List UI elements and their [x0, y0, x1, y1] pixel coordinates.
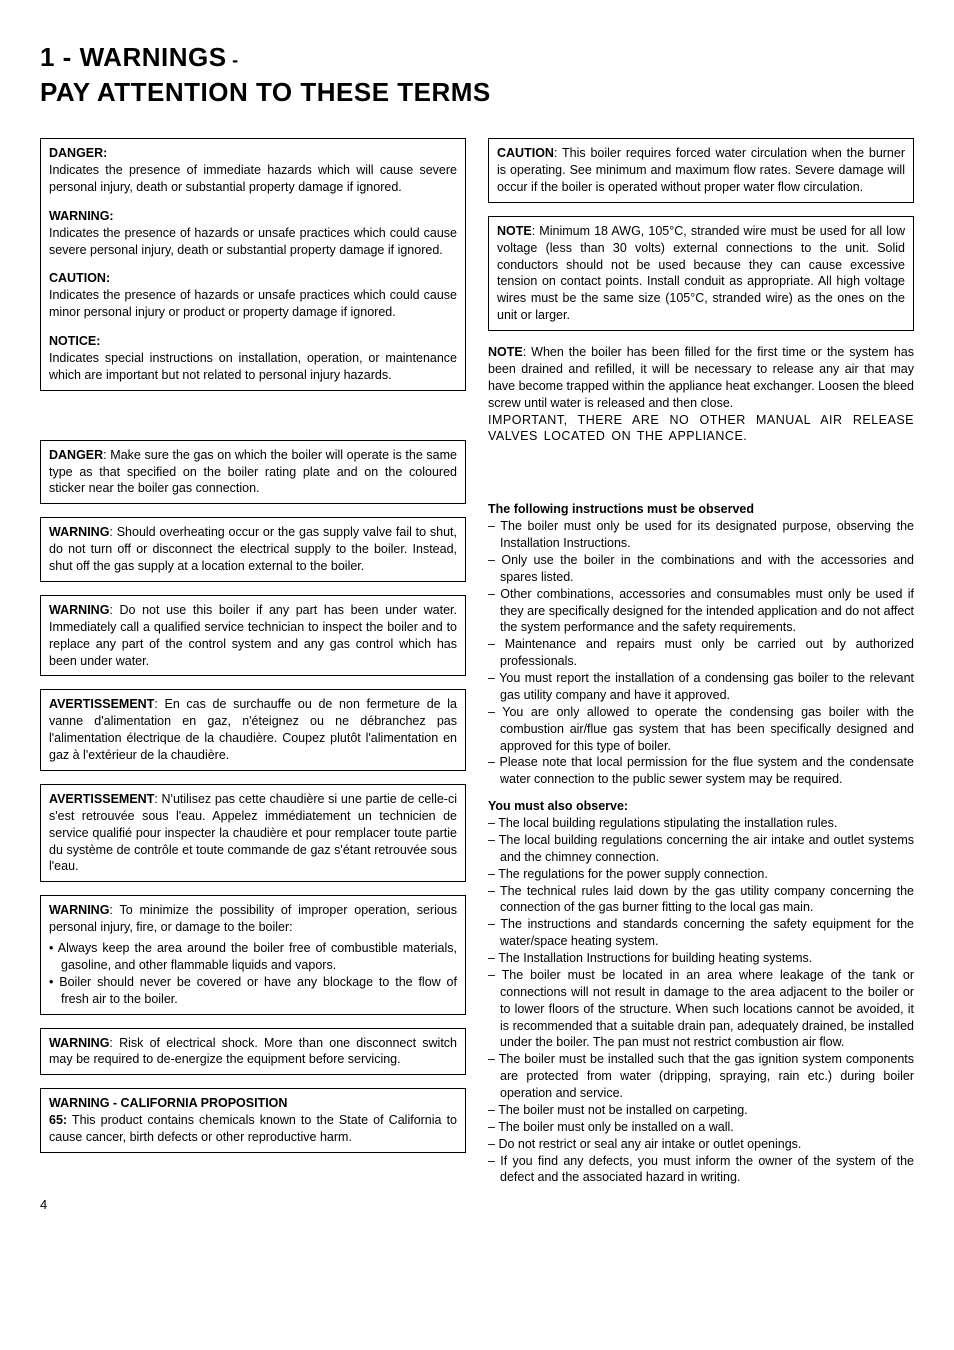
list-item: The instructions and standards concernin…	[488, 916, 914, 950]
title-line1: 1 - WARNINGS	[40, 42, 227, 72]
def-label: DANGER:	[49, 145, 457, 162]
note-box: NOTE: Minimum 18 AWG, 105°C, stranded wi…	[488, 216, 914, 331]
list-item: The boiler must only be installed on a w…	[488, 1119, 914, 1136]
list-item: The technical rules laid down by the gas…	[488, 883, 914, 917]
def-label: NOTICE:	[49, 333, 457, 350]
def-label: WARNING:	[49, 208, 457, 225]
observe-heading: The following instructions must be obser…	[488, 501, 914, 518]
warning-list-box: WARNING: To minimize the possibility of …	[40, 895, 466, 1014]
list-item: If you find any defects, you must inform…	[488, 1153, 914, 1187]
warning-box: WARNING: Risk of electrical shock. More …	[40, 1028, 466, 1076]
list-item: The boiler must be located in an area wh…	[488, 967, 914, 1051]
def-text: Indicates special instructions on instal…	[49, 351, 457, 382]
list-item: You are only allowed to operate the cond…	[488, 704, 914, 755]
list-item: Maintenance and repairs must only be car…	[488, 636, 914, 670]
left-column: DANGER:Indicates the presence of immedia…	[40, 138, 466, 1186]
danger-box: DANGER: Make sure the gas on which the b…	[40, 440, 466, 505]
title-dash: -	[227, 50, 239, 70]
caution-box: CAUTION: This boiler requires forced wat…	[488, 138, 914, 203]
also-observe-heading: You must also observe:	[488, 798, 914, 815]
def-text: Indicates the presence of hazards or uns…	[49, 226, 457, 257]
note-block: NOTE: When the boiler has been filled fo…	[488, 344, 914, 445]
observe-list: The boiler must only be used for its des…	[488, 518, 914, 788]
prop65-box: WARNING - CALIFORNIA PROPOSITION 65: Thi…	[40, 1088, 466, 1153]
list-item: The local building regulations concernin…	[488, 832, 914, 866]
avertissement-box: AVERTISSEMENT: En cas de surchauffe ou d…	[40, 689, 466, 771]
also-observe-list: The local building regulations stipulati…	[488, 815, 914, 1186]
list-item: Boiler should never be covered or have a…	[49, 974, 457, 1008]
list-item: The boiler must be installed such that t…	[488, 1051, 914, 1102]
list-item: The local building regulations stipulati…	[488, 815, 914, 832]
def-text: Indicates the presence of immediate haza…	[49, 163, 457, 194]
list-item: Other combinations, accessories and cons…	[488, 586, 914, 637]
two-column-layout: DANGER:Indicates the presence of immedia…	[40, 138, 914, 1186]
def-text: Indicates the presence of hazards or uns…	[49, 288, 457, 319]
list-item: The boiler must not be installed on carp…	[488, 1102, 914, 1119]
list-item: Do not restrict or seal any air intake o…	[488, 1136, 914, 1153]
list-item: Only use the boiler in the combinations …	[488, 552, 914, 586]
avertissement-box: AVERTISSEMENT: N'utilisez pas cette chau…	[40, 784, 466, 882]
definitions-box: DANGER:Indicates the presence of immedia…	[40, 138, 466, 391]
list-item: The boiler must only be used for its des…	[488, 518, 914, 552]
list-item: The Installation Instructions for buildi…	[488, 950, 914, 967]
list-item: You must report the installation of a co…	[488, 670, 914, 704]
page-title: 1 - WARNINGS - PAY ATTENTION TO THESE TE…	[40, 40, 914, 110]
warning-box: WARNING: Do not use this boiler if any p…	[40, 595, 466, 677]
page-number: 4	[40, 1196, 914, 1214]
warning-box: WARNING: Should overheating occur or the…	[40, 517, 466, 582]
list-item: The regulations for the power supply con…	[488, 866, 914, 883]
list-item: Always keep the area around the boiler f…	[49, 940, 457, 974]
right-column: CAUTION: This boiler requires forced wat…	[488, 138, 914, 1186]
def-label: CAUTION:	[49, 270, 457, 287]
title-line2: PAY ATTENTION TO THESE TERMS	[40, 77, 491, 107]
list-item: Please note that local permission for th…	[488, 754, 914, 788]
